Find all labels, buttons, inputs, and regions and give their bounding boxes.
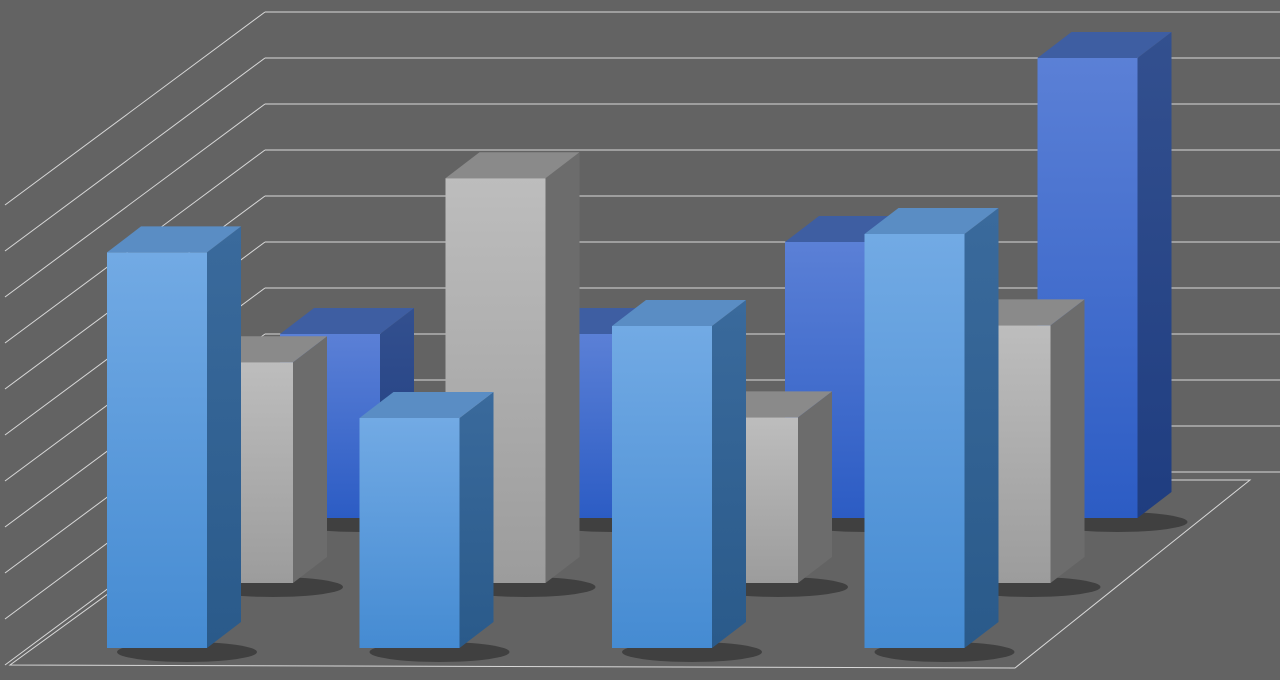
- bar-side-face: [293, 336, 327, 583]
- bar-front-4: [864, 208, 1015, 662]
- bar-front-face: [612, 326, 712, 648]
- bar-side-face: [207, 226, 241, 648]
- bar-top-face: [612, 300, 746, 326]
- bar-side-face: [1137, 32, 1172, 518]
- bar-top-face: [864, 208, 999, 234]
- side-wall-gridline: [4, 11, 266, 206]
- bar-front-face: [359, 418, 460, 648]
- bar-front-3: [612, 300, 762, 662]
- side-wall-gridline: [4, 103, 266, 298]
- bar-side-face: [459, 392, 494, 648]
- bar-top-face: [1037, 32, 1172, 58]
- bar-side-face: [712, 300, 746, 648]
- bar-side-face: [545, 152, 580, 583]
- bar-side-face: [1050, 299, 1085, 583]
- bar-side-face: [964, 208, 999, 648]
- bar-top-face: [359, 392, 494, 418]
- bars: [107, 32, 1188, 662]
- bar-front-face: [107, 252, 207, 648]
- bar-top-face: [445, 152, 580, 179]
- bar-top-face: [107, 226, 241, 253]
- bar-side-face: [798, 391, 832, 583]
- bar-top-face: [280, 308, 414, 334]
- bar-front-2: [359, 392, 510, 662]
- bar-front-face: [864, 234, 965, 648]
- bar-front-1: [107, 226, 257, 662]
- side-wall-gridline: [4, 57, 266, 252]
